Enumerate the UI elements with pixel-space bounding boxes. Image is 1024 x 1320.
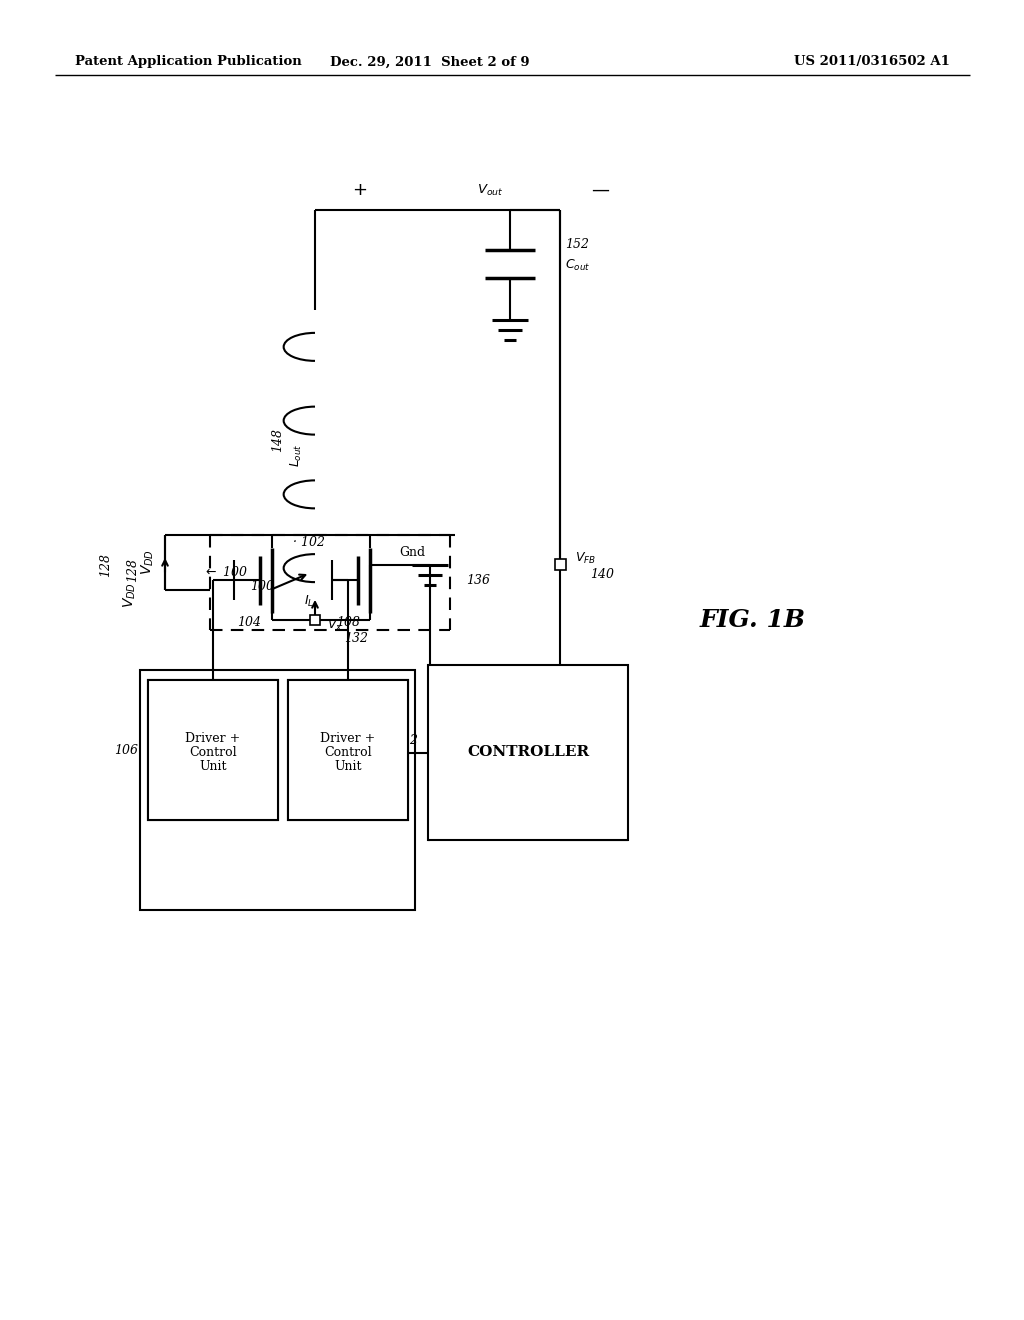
Bar bbox=[140, 671, 415, 909]
Text: 152: 152 bbox=[565, 239, 589, 252]
Text: $C_{out}$: $C_{out}$ bbox=[565, 257, 590, 272]
Text: $L_{out}$: $L_{out}$ bbox=[289, 444, 303, 467]
Bar bbox=[148, 680, 278, 820]
Text: 140: 140 bbox=[590, 569, 614, 582]
Text: $V_x$: $V_x$ bbox=[327, 618, 343, 632]
Bar bbox=[288, 680, 408, 820]
Text: —: — bbox=[591, 181, 609, 199]
Text: $I_L$: $I_L$ bbox=[304, 594, 314, 609]
Text: $V_{out}$: $V_{out}$ bbox=[477, 182, 503, 198]
Text: Patent Application Publication: Patent Application Publication bbox=[75, 55, 302, 69]
Text: $\leftarrow$ 100: $\leftarrow$ 100 bbox=[203, 565, 248, 579]
Text: $V_{DD}$: $V_{DD}$ bbox=[140, 549, 157, 576]
Text: 132: 132 bbox=[344, 631, 368, 644]
Text: Control: Control bbox=[189, 746, 237, 759]
Text: $V_{FB}$: $V_{FB}$ bbox=[575, 550, 596, 565]
Text: $V_{DD}$: $V_{DD}$ bbox=[122, 582, 138, 609]
Text: Driver +: Driver + bbox=[321, 731, 376, 744]
Text: Dec. 29, 2011  Sheet 2 of 9: Dec. 29, 2011 Sheet 2 of 9 bbox=[330, 55, 529, 69]
Text: Driver +: Driver + bbox=[185, 731, 241, 744]
Bar bbox=[555, 558, 566, 570]
Text: Unit: Unit bbox=[334, 759, 361, 772]
Text: 100: 100 bbox=[250, 581, 274, 594]
Text: FIG. 1B: FIG. 1B bbox=[700, 609, 806, 632]
Text: 106: 106 bbox=[114, 743, 138, 756]
Text: 110: 110 bbox=[254, 743, 278, 756]
Text: CONTROLLER: CONTROLLER bbox=[467, 746, 589, 759]
Text: Unit: Unit bbox=[200, 759, 226, 772]
Bar bbox=[428, 665, 628, 840]
Text: Driver +: Driver + bbox=[321, 731, 376, 744]
Bar bbox=[288, 680, 408, 820]
Text: · 102: · 102 bbox=[293, 536, 325, 549]
Text: Control: Control bbox=[325, 746, 372, 759]
Text: Control: Control bbox=[189, 746, 237, 759]
Text: Unit: Unit bbox=[200, 759, 226, 772]
Text: Unit: Unit bbox=[334, 759, 361, 772]
Text: +: + bbox=[352, 181, 368, 199]
Text: 112: 112 bbox=[394, 734, 418, 747]
Text: Control: Control bbox=[325, 746, 372, 759]
Text: US 2011/0316502 A1: US 2011/0316502 A1 bbox=[795, 55, 950, 69]
Bar bbox=[310, 615, 319, 624]
Text: Gnd: Gnd bbox=[399, 545, 425, 558]
Text: 136: 136 bbox=[466, 573, 490, 586]
Text: 128: 128 bbox=[99, 553, 113, 577]
Text: 148: 148 bbox=[271, 428, 285, 451]
Text: 128: 128 bbox=[127, 558, 139, 582]
Bar bbox=[148, 680, 278, 820]
Text: Driver +: Driver + bbox=[185, 731, 241, 744]
Text: 104: 104 bbox=[237, 616, 261, 630]
Text: 108: 108 bbox=[336, 616, 360, 630]
